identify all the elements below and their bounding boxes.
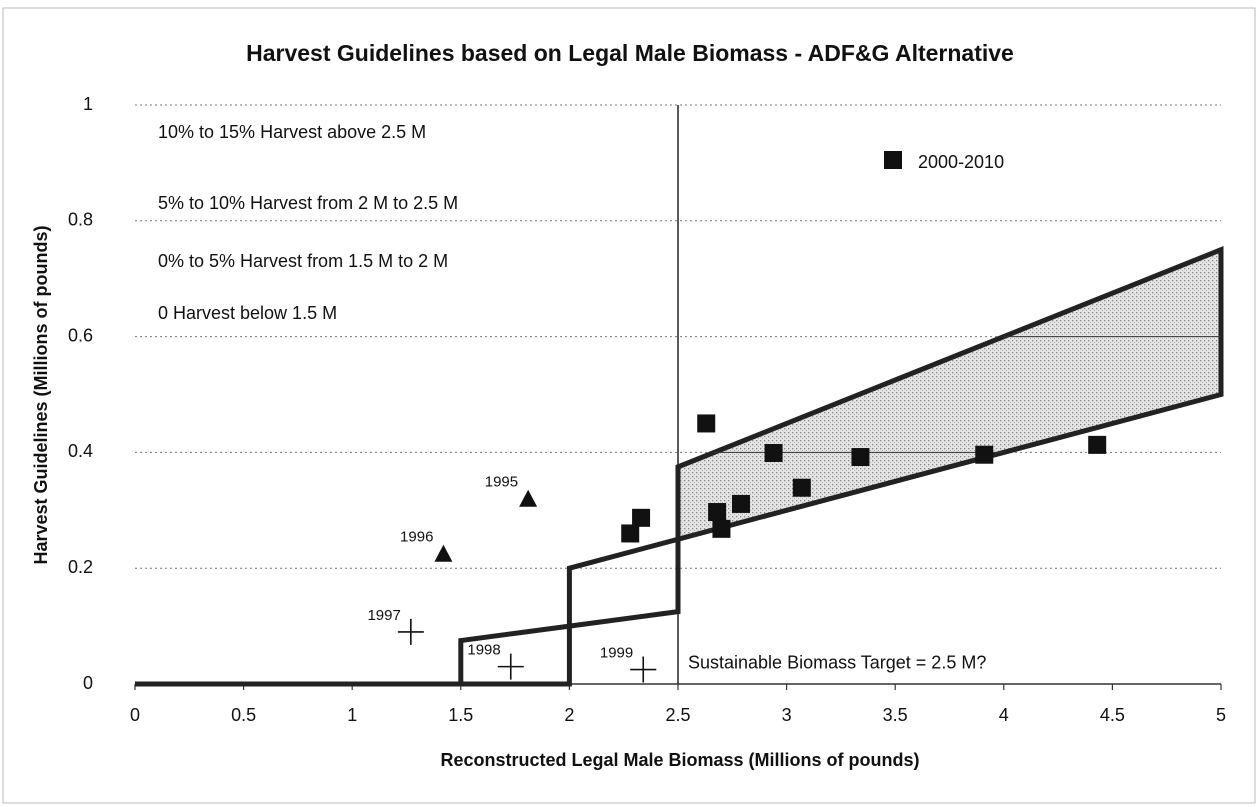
target-label: Sustainable Biomass Target = 2.5 M? — [688, 652, 986, 672]
harvest-band — [566, 535, 681, 629]
x-tick-label: 2 — [564, 705, 574, 725]
labeled-point — [519, 489, 538, 507]
x-tick-label: 3 — [782, 705, 792, 725]
harvest-band — [458, 623, 572, 687]
y-tick-label: 0.4 — [68, 441, 93, 461]
x-axis-title: Reconstructed Legal Male Biomass (Millio… — [440, 750, 919, 770]
y-tick-label: 1 — [83, 94, 93, 114]
annotation: 0% to 5% Harvest from 1.5 M to 2 M — [158, 251, 448, 271]
harvest-band — [675, 246, 1224, 543]
data-point — [1088, 435, 1107, 454]
x-tick-label: 4.5 — [1100, 705, 1125, 725]
legend-label: 2000-2010 — [918, 152, 1004, 172]
x-tick-label: 1.5 — [448, 705, 473, 725]
labeled-point — [630, 656, 657, 683]
point-label: 1996 — [400, 529, 433, 546]
data-point — [792, 478, 811, 497]
point-label: 1999 — [600, 644, 633, 661]
data-point — [712, 519, 731, 538]
annotation: 10% to 15% Harvest above 2.5 M — [158, 122, 426, 142]
data-point — [764, 443, 783, 462]
data-point — [851, 448, 870, 467]
x-tick-label: 0.5 — [231, 705, 256, 725]
y-tick-label: 0.8 — [68, 210, 93, 230]
annotation: 0 Harvest below 1.5 M — [158, 303, 337, 323]
point-label: 1995 — [485, 474, 518, 491]
legend-marker — [884, 151, 902, 169]
data-point — [621, 524, 640, 543]
data-point — [975, 445, 994, 464]
x-tick-label: 2.5 — [665, 705, 690, 725]
point-label: 1997 — [367, 607, 400, 624]
point-label: 1998 — [467, 642, 500, 659]
labeled-point — [397, 618, 424, 645]
data-point — [632, 508, 651, 527]
labeled-point — [434, 544, 453, 562]
y-tick-label: 0 — [83, 673, 93, 693]
x-tick-label: 1 — [347, 705, 357, 725]
annotation: 5% to 10% Harvest from 2 M to 2.5 M — [158, 193, 458, 213]
data-point — [697, 414, 716, 433]
x-tick-label: 5 — [1216, 705, 1226, 725]
y-tick-label: 0.2 — [68, 557, 93, 577]
chart-title: Harvest Guidelines based on Legal Male B… — [246, 40, 1014, 66]
y-tick-label: 0.6 — [68, 325, 93, 345]
labeled-point — [497, 653, 524, 680]
x-tick-label: 0 — [130, 705, 140, 725]
y-axis-title: Harvest Guidelines (Millions of pounds) — [31, 225, 51, 564]
data-point — [708, 503, 727, 522]
x-tick-label: 3.5 — [883, 705, 908, 725]
frame — [2, 7, 1256, 804]
data-point — [731, 494, 750, 513]
x-tick-label: 4 — [999, 705, 1009, 725]
